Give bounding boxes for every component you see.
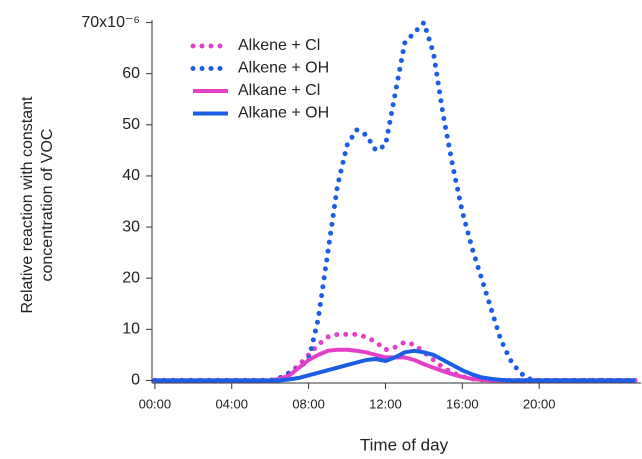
x-tick-label: 00:00 — [139, 396, 172, 411]
y-tick-label: 20 — [122, 269, 140, 286]
x-axis-label: Time of day — [360, 435, 449, 454]
x-tick-label: 16:00 — [446, 396, 479, 411]
x-tick-label: 12:00 — [369, 396, 402, 411]
y-tick-label: 70x10⁻⁶ — [81, 14, 140, 31]
legend-label: Alkene + Cl — [238, 37, 320, 54]
y-tick-label: 30 — [122, 218, 140, 235]
y-tick-label: 0 — [131, 372, 140, 389]
y-tick-label: 60 — [122, 65, 140, 82]
series-line — [154, 348, 636, 383]
series-line — [154, 347, 636, 383]
legend-label: Alkane + Cl — [238, 82, 320, 99]
x-tick-label: 04:00 — [215, 396, 248, 411]
y-tick-label: 10 — [122, 321, 140, 338]
x-tick-label: 08:00 — [292, 396, 325, 411]
y-tick-label: 50 — [122, 116, 140, 133]
y-tick-label: 40 — [122, 167, 140, 184]
legend-label: Alkane + OH — [238, 105, 329, 122]
y-axis-label: Relative reaction with constant — [19, 96, 36, 314]
y-axis-label: concentration of VOC — [39, 129, 56, 282]
series-line — [152, 17, 638, 383]
legend-label: Alkene + OH — [238, 60, 329, 77]
x-tick-label: 20:00 — [523, 396, 556, 411]
